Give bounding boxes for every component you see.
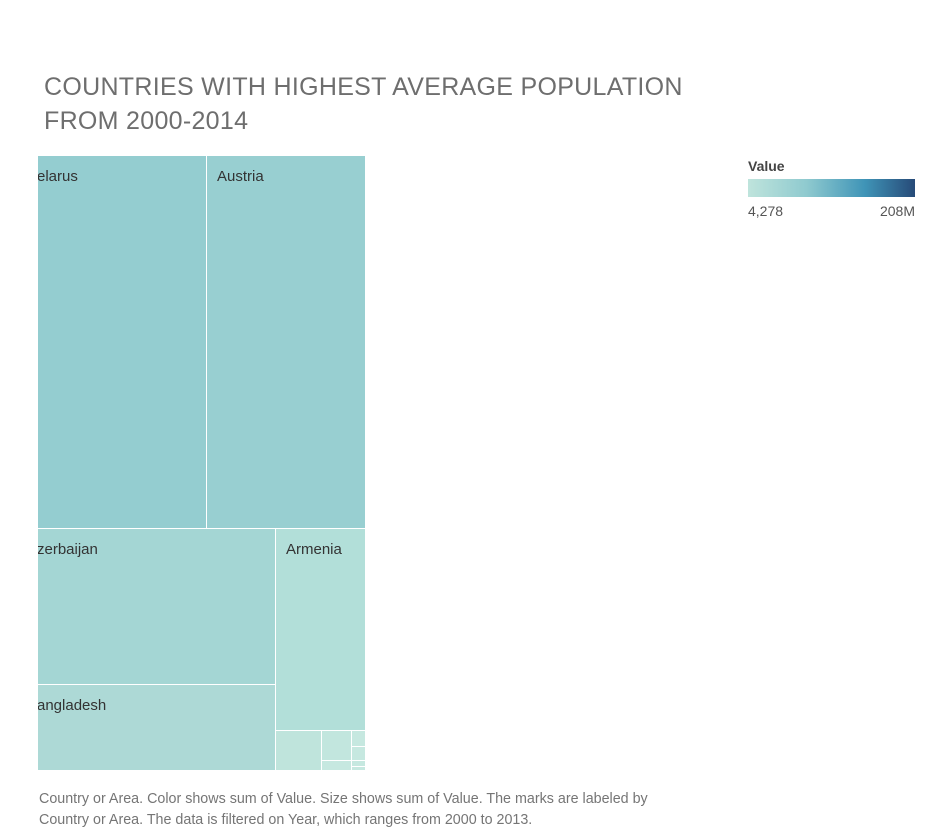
- legend-title: Value: [748, 158, 785, 174]
- tile-armenia[interactable]: Armenia: [275, 528, 366, 731]
- tile-belarus[interactable]: elarus: [38, 155, 207, 529]
- tile-bangladesh[interactable]: angladesh: [38, 684, 276, 771]
- tile-austria[interactable]: Austria: [206, 155, 366, 529]
- tile-small-2[interactable]: [321, 730, 352, 761]
- tile-label-belarus: elarus: [38, 168, 78, 185]
- tile-small-3[interactable]: [351, 730, 366, 747]
- legend-labels: 4,278 208M: [748, 203, 915, 219]
- tile-label-austria: Austria: [217, 168, 264, 185]
- chart-caption: Country or Area. Color shows sum of Valu…: [39, 789, 759, 831]
- caption-line-1: Country or Area. Color shows sum of Valu…: [39, 791, 648, 807]
- chart-title-line-2: FROM 2000-2014: [44, 107, 249, 135]
- tile-small-4[interactable]: [351, 746, 366, 761]
- tile-label-bangladesh: angladesh: [38, 697, 107, 714]
- chart-title: COUNTRIES WITH HIGHEST AVERAGE POPULATIO…: [44, 70, 683, 138]
- legend-color-bar: [748, 179, 915, 197]
- tile-label-azerbaijan: zerbaijan: [38, 541, 98, 558]
- color-legend: Value 4,278 208M: [748, 158, 918, 219]
- treemap: elarus Austria zerbaijan Armenia anglade…: [38, 155, 366, 771]
- tile-label-armenia: Armenia: [286, 541, 342, 558]
- tile-azerbaijan[interactable]: zerbaijan: [38, 528, 276, 685]
- tile-small-7[interactable]: [351, 766, 366, 771]
- legend-min-label: 4,278: [748, 203, 784, 219]
- caption-line-2: Country or Area. The data is filtered on…: [39, 812, 533, 828]
- tile-small-1[interactable]: [275, 730, 322, 771]
- tile-small-5[interactable]: [321, 760, 352, 771]
- chart-title-line-1: COUNTRIES WITH HIGHEST AVERAGE POPULATIO…: [44, 73, 683, 101]
- legend-max-label: 208M: [879, 203, 915, 219]
